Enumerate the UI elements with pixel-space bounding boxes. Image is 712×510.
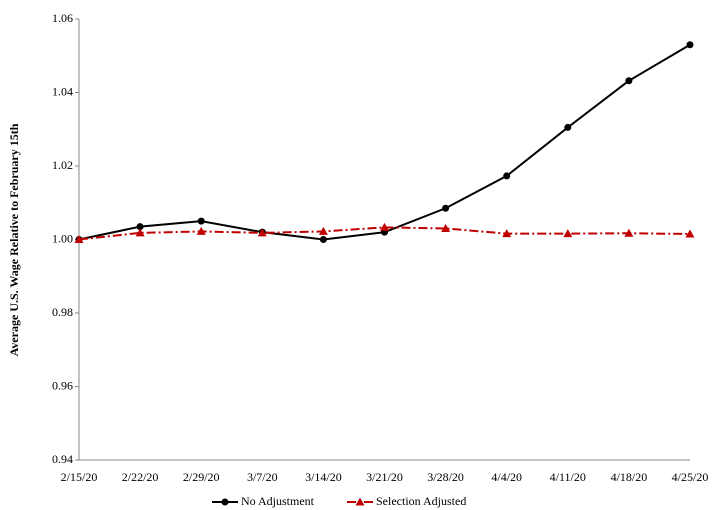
legend-marker	[355, 497, 365, 506]
data-point	[318, 226, 328, 235]
x-tick-label: 3/14/20	[305, 470, 342, 484]
y-axis-title: Average U.S. Wage Relative to February 1…	[7, 123, 21, 356]
data-point	[441, 223, 451, 232]
data-point	[197, 217, 205, 225]
y-tick-label: 1.06	[52, 11, 73, 25]
x-tick-label: 4/18/20	[611, 470, 648, 484]
x-tick-label: 2/22/20	[122, 470, 159, 484]
data-point	[196, 226, 206, 235]
x-tick-label: 3/21/20	[366, 470, 403, 484]
series-line	[78, 43, 691, 241]
data-point	[625, 77, 633, 85]
x-tick-label: 4/25/20	[672, 470, 709, 484]
data-point	[686, 41, 694, 49]
x-tick-label: 2/15/20	[61, 470, 98, 484]
y-tick-label: 0.96	[52, 378, 73, 392]
data-point	[564, 123, 572, 131]
y-tick-label: 1.00	[52, 231, 73, 245]
data-point	[685, 229, 695, 238]
x-tick-label: 3/7/20	[247, 470, 278, 484]
y-tick-label: 0.94	[52, 452, 73, 466]
data-point	[74, 235, 84, 243]
data-point	[135, 228, 145, 237]
legend-marker	[221, 498, 229, 506]
data-point	[319, 236, 327, 243]
x-tick-label: 4/11/20	[550, 470, 586, 484]
data-point	[563, 229, 573, 238]
data-point	[503, 172, 511, 180]
data-point	[502, 229, 512, 238]
data-point	[257, 228, 267, 237]
data-point	[624, 228, 634, 237]
y-tick-label: 0.98	[52, 305, 73, 319]
data-point	[136, 223, 144, 231]
x-tick-label: 2/29/20	[183, 470, 220, 484]
legend-label: No Adjustment	[241, 494, 315, 508]
legend-label: Selection Adjusted	[376, 494, 466, 508]
data-point	[380, 222, 389, 231]
data-point	[442, 204, 450, 212]
x-tick-label: 3/28/20	[427, 470, 464, 484]
y-tick-label: 1.04	[52, 84, 73, 98]
x-tick-label: 4/4/20	[491, 470, 522, 484]
y-tick-label: 1.02	[52, 158, 73, 172]
